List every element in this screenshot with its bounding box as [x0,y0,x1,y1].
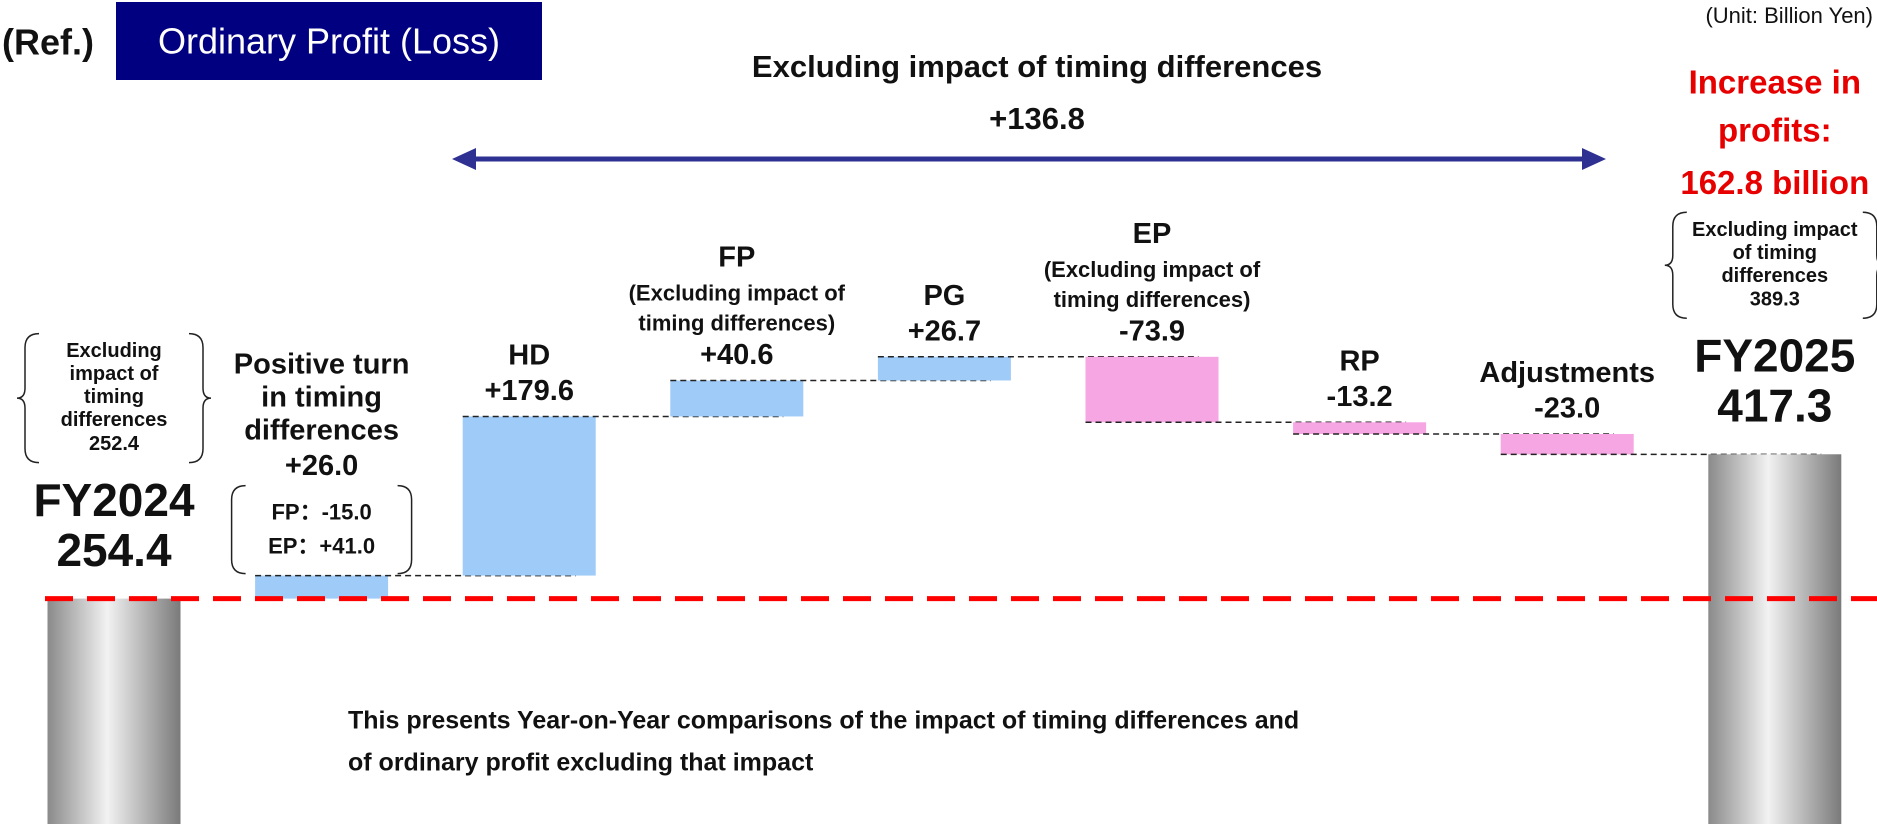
bracket-label: Excluding impact of timing differences [1692,219,1858,287]
heading: Excluding impact of timing differences [752,49,1322,84]
category-label: PG [923,279,965,311]
bracket-value: 389.3 [1750,289,1800,311]
footnote: This presents Year-on-Year comparisons o… [348,707,1299,735]
bracket-label: Excluding impact of timing differences [61,340,168,431]
heading-value: +136.8 [989,101,1085,136]
total-category: FY2024 [33,474,195,526]
delta-bar [670,380,804,417]
total-bar [47,598,181,824]
category-label: Adjustments [1479,357,1655,389]
bracket [188,332,212,464]
category-label: Positive turn in timing differences [234,348,410,446]
delta-bar [462,416,596,576]
total-category: FY2025 [1694,329,1855,381]
value-label: -13.2 [1327,381,1393,413]
bracket [1862,211,1877,320]
category-label: RP [1339,345,1379,377]
delta-bar [255,575,389,599]
bracket [16,332,40,464]
value-label: +40.6 [700,339,773,371]
category-label: HD [508,339,550,371]
increase-note: Increase in profits: [1689,63,1861,148]
category-note: (Excluding impact of timing differences) [1044,257,1261,312]
breakdown-item: EP：+41.0 [268,533,375,558]
delta-bar [1500,433,1634,455]
breakdown-item: FP：-15.0 [271,499,371,524]
category-label: EP [1133,217,1172,249]
value-label: -73.9 [1119,315,1185,347]
arrow-head [452,148,476,170]
footnote: of ordinary profit excluding that impact [348,749,814,777]
breakdown-box [230,484,413,575]
chart-title: Ordinary Profit (Loss) [158,21,500,62]
total-value: 417.3 [1717,379,1832,431]
bracket-value: 252.4 [89,433,140,455]
arrow-head [1582,148,1606,170]
value-label: -23.0 [1534,393,1600,425]
value-label: +26.7 [908,315,981,347]
title-box [116,2,542,80]
increase-note: 162.8 billion [1680,164,1869,201]
total-bar [1708,454,1842,824]
category-label: FP [718,241,755,273]
delta-bar [1085,356,1219,423]
bracket [1664,211,1687,320]
ref-label: (Ref.) [2,22,94,63]
delta-bar [1293,422,1427,434]
category-note: (Excluding impact of timing differences) [629,280,846,335]
unit-label: (Unit: Billion Yen) [1705,3,1873,28]
value-label: +179.6 [484,375,574,407]
delta-bar [877,356,1011,381]
value-label: +26.0 [285,450,358,482]
total-value: 254.4 [56,524,172,576]
